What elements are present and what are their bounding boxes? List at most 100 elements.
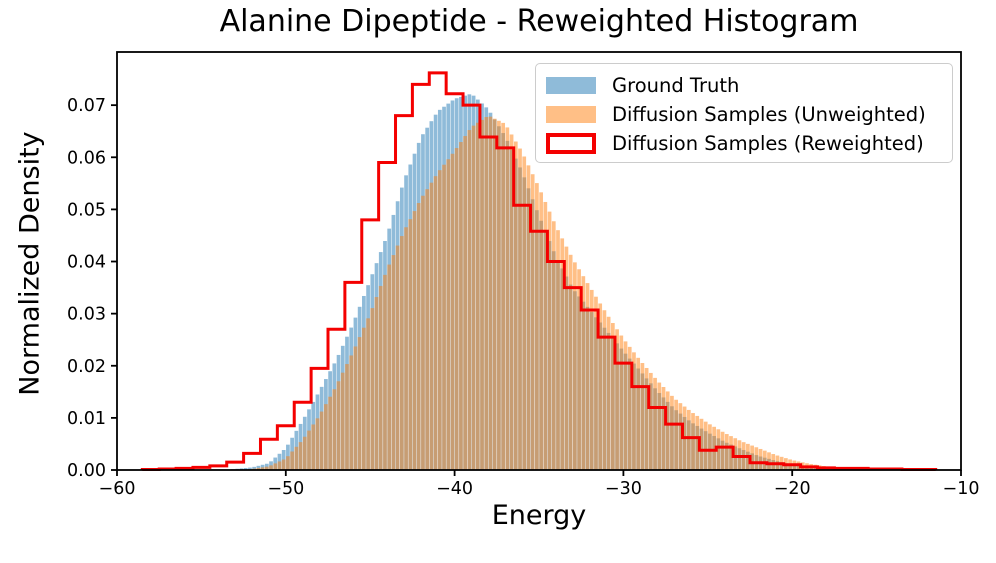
y-tick-label: 0.07: [67, 96, 106, 116]
histogram-bar: [437, 170, 442, 470]
histogram-bar: [720, 431, 725, 470]
y-tick-label: 0.02: [67, 357, 106, 377]
histogram-bar: [433, 176, 438, 471]
histogram-bar: [535, 183, 539, 470]
histogram-bar: [353, 346, 358, 470]
histogram-bar: [425, 189, 430, 470]
histogram-bar: [324, 404, 328, 470]
histogram-bar: [708, 424, 712, 470]
x-axis-label: Energy: [491, 500, 587, 531]
histogram-bar: [560, 238, 565, 470]
y-tick-label: 0.05: [67, 200, 106, 220]
histogram-bar: [712, 426, 716, 470]
histogram-bar: [421, 195, 425, 470]
histogram-bar: [471, 125, 476, 470]
histogram-bar: [290, 451, 294, 470]
histogram-bar: [733, 438, 738, 470]
histogram-bar: [391, 255, 396, 470]
legend-item-diffusion-unweighted: Diffusion Samples (Unweighted): [546, 100, 952, 129]
histogram-bar: [252, 466, 257, 470]
histogram-bar: [484, 117, 489, 471]
histogram-bar: [286, 456, 290, 470]
histogram-bar: [627, 346, 632, 470]
histogram-bar: [505, 127, 510, 470]
histogram-bar: [530, 174, 535, 470]
histogram-bar: [767, 452, 771, 470]
orange-fill-swatch-icon: [546, 106, 596, 123]
histogram-bar: [581, 276, 586, 470]
histogram-bar: [632, 352, 636, 470]
x-tick-label: −30: [605, 479, 642, 499]
histogram-bar: [602, 310, 607, 470]
histogram-bar: [374, 297, 379, 470]
histogram-bar: [754, 447, 759, 470]
histogram-bar: [636, 357, 641, 470]
histogram-bar: [543, 201, 548, 471]
histogram-bar: [598, 303, 603, 470]
histogram-bar: [269, 465, 273, 470]
histogram-bar: [404, 227, 408, 470]
histogram-bar: [619, 335, 624, 470]
histogram-bar: [509, 134, 514, 470]
y-tick-label: 0.04: [67, 253, 106, 273]
histogram-bar: [256, 467, 261, 470]
histogram-bar: [539, 192, 543, 471]
histogram-bar: [454, 148, 459, 470]
histogram-bar: [336, 381, 341, 470]
histogram-bar: [328, 396, 332, 470]
y-tick-label: 0.03: [67, 305, 106, 325]
histogram-bar: [264, 466, 269, 470]
histogram-bar: [758, 448, 763, 470]
histogram-bar: [492, 118, 497, 470]
histogram-bar: [644, 367, 649, 470]
histogram-bar: [686, 409, 691, 470]
histogram-bar: [345, 364, 349, 470]
histogram-bar: [243, 467, 248, 470]
red-outline-swatch-icon: [546, 133, 596, 154]
y-tick-label: 0.00: [67, 461, 106, 481]
histogram-bar: [370, 308, 375, 470]
histogram-bar: [640, 363, 645, 470]
histogram-bar: [260, 467, 265, 470]
blue-fill-swatch-icon: [546, 77, 596, 94]
histogram-bar: [387, 264, 392, 470]
histogram-bar: [648, 372, 653, 470]
histogram-bar: [585, 283, 590, 470]
histogram-bar: [573, 262, 577, 470]
histogram-bar: [366, 318, 370, 470]
histogram-bar: [332, 389, 337, 470]
legend-item-ground-truth: Ground Truth: [546, 71, 952, 100]
unweighted-histogram: [243, 116, 932, 471]
histogram-bar: [674, 399, 679, 470]
histogram-bar: [383, 274, 387, 470]
histogram-bar: [526, 165, 531, 470]
histogram-bar: [281, 459, 286, 470]
histogram-bar: [256, 465, 261, 470]
legend-item-diffusion-reweighted: Diffusion Samples (Reweighted): [546, 129, 952, 158]
y-tick-label: 0.01: [67, 409, 106, 429]
histogram-bar: [501, 122, 505, 471]
histogram-bar: [724, 434, 729, 470]
histogram-bar: [307, 430, 311, 470]
histogram-bar: [408, 219, 413, 470]
legend-label: Diffusion Samples (Unweighted): [612, 103, 926, 126]
histogram-bar: [362, 327, 366, 470]
histogram-bar: [729, 436, 733, 470]
histogram-bar: [771, 454, 776, 470]
histogram-bar: [294, 446, 299, 470]
histogram-bar: [488, 116, 493, 471]
y-tick-label: 0.06: [67, 148, 106, 168]
histogram-bar: [551, 221, 556, 470]
legend: Ground Truth Diffusion Samples (Unweight…: [535, 63, 953, 163]
histogram-bar: [750, 445, 754, 470]
histogram-bar: [623, 341, 628, 470]
x-tick-label: −10: [943, 479, 980, 499]
x-tick-label: −50: [267, 479, 304, 499]
histogram-bar: [665, 391, 670, 470]
y-axis-label: Normalized Density: [14, 131, 46, 396]
histogram-bar: [606, 316, 611, 470]
histogram-bar: [661, 386, 666, 470]
histogram-bar: [349, 355, 354, 470]
histogram-bar: [610, 323, 615, 470]
